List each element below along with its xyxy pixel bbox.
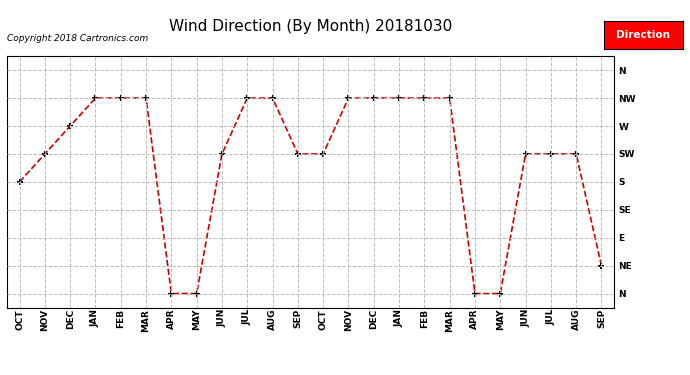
Text: Direction: Direction [616, 30, 671, 40]
Text: Copyright 2018 Cartronics.com: Copyright 2018 Cartronics.com [7, 34, 148, 43]
Text: Wind Direction (By Month) 20181030: Wind Direction (By Month) 20181030 [169, 19, 452, 34]
